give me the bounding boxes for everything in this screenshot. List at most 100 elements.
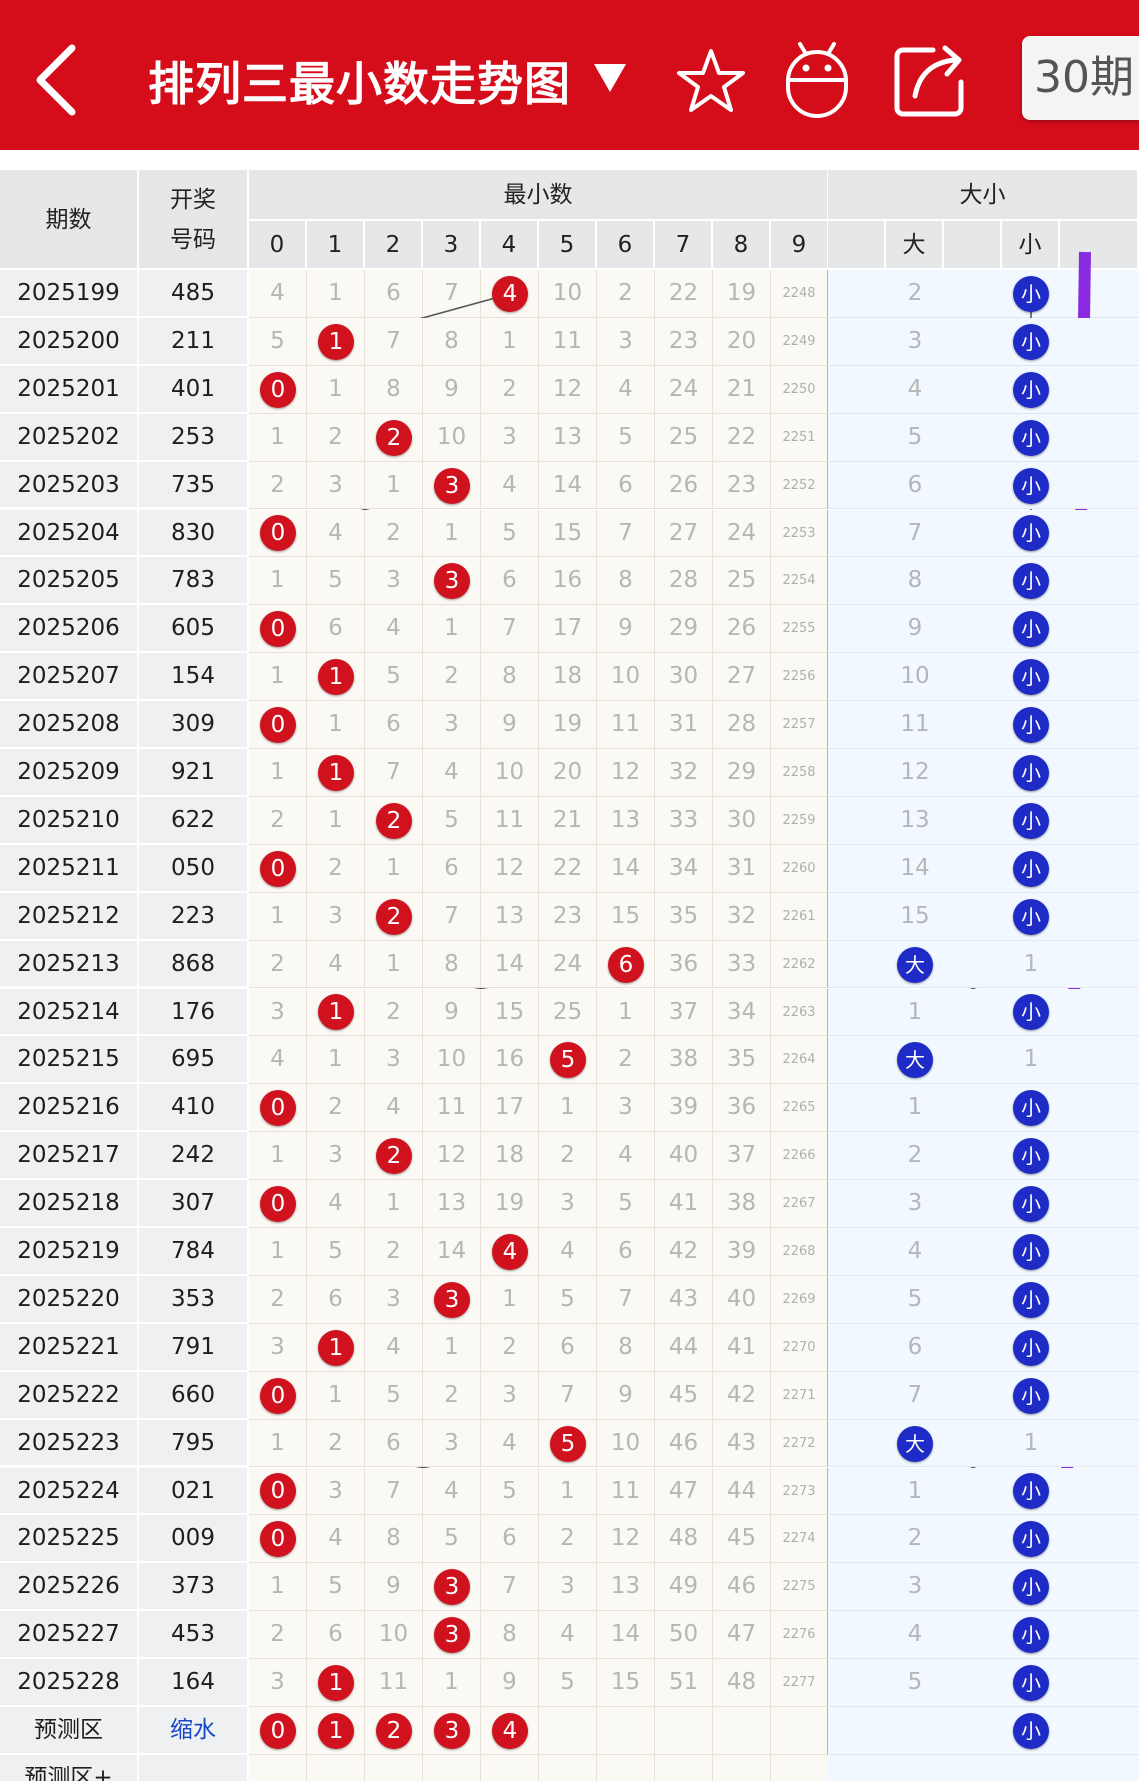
share-export-icon[interactable] — [893, 42, 969, 118]
omission-cell-1: 1 — [307, 365, 365, 414]
omission-cell-8: 42 — [713, 1371, 771, 1420]
prediction-cell-8[interactable] — [713, 1707, 771, 1755]
prediction-ball[interactable]: 2 — [376, 1712, 412, 1749]
omission-cell-4: 4 — [481, 1419, 539, 1468]
omission-cell-1: 2 — [307, 1419, 365, 1468]
omission-cell-7: 30 — [655, 653, 713, 702]
omission-cell-7: 34 — [655, 844, 713, 893]
omission-cell-7: 32 — [655, 749, 713, 797]
prediction-shrink-link[interactable]: 缩水 — [139, 1707, 249, 1755]
omission-cell-2: 7 — [365, 317, 423, 366]
min-number-ball: 1 — [318, 1329, 354, 1366]
issue-number-cell: 2025201 — [0, 365, 139, 414]
omission-cell-0: 2 — [249, 1275, 307, 1324]
big-count-cell: 5 — [886, 1659, 944, 1707]
big-count-cell: 1 — [886, 1467, 944, 1516]
omission-cell-5: 10 — [539, 270, 597, 318]
prediction-plus-cell-2[interactable] — [365, 1754, 423, 1781]
omission-cell-4: 8 — [481, 653, 539, 702]
size-spacer-cell — [828, 461, 886, 510]
prediction-plus-cell-0[interactable] — [249, 1754, 307, 1781]
omission-cell-6: 4 — [597, 365, 655, 414]
omission-cell-0: 4 — [249, 1036, 307, 1085]
small-ball: 小 — [1013, 1665, 1049, 1702]
size-spacer-cell — [944, 844, 1002, 893]
omission-cell-4: 1 — [481, 317, 539, 366]
prediction-ball[interactable]: 0 — [260, 1712, 296, 1749]
prediction-ball[interactable]: 1 — [318, 1712, 354, 1749]
prediction-plus-cell-3[interactable] — [423, 1754, 481, 1781]
omission-cell-7: 33 — [655, 796, 713, 845]
omission-cell-5: 2 — [539, 1132, 597, 1181]
omission-cell-7: 48 — [655, 1515, 713, 1564]
page-title[interactable]: 排列三最小数走势图 — [148, 57, 571, 111]
omission-cell-9: 2262 — [771, 940, 829, 989]
size-spacer-cell — [944, 988, 1002, 1037]
prediction-cell-6[interactable] — [597, 1707, 655, 1755]
omission-cell-5: 2 — [539, 1515, 597, 1564]
omission-cell-7: 40 — [655, 1132, 713, 1181]
omission-cell-6: 12 — [597, 1515, 655, 1564]
dropdown-triangle-icon[interactable] — [592, 62, 628, 94]
omission-cell-9: 2269 — [771, 1275, 829, 1324]
omission-cell-4: 7 — [481, 605, 539, 654]
omission-cell-5: 4 — [539, 1611, 597, 1660]
prediction-plus-cell-9[interactable] — [771, 1754, 829, 1781]
draw-number-cell: 795 — [139, 1419, 249, 1468]
prediction-plus-cell-4[interactable] — [481, 1754, 539, 1781]
size-spacer-cell — [1060, 557, 1139, 606]
omission-cell-8: 25 — [713, 557, 771, 606]
back-arrow-icon[interactable] — [28, 40, 88, 120]
small-ball: 小 — [1013, 994, 1049, 1031]
issue-number-cell: 2025213 — [0, 940, 139, 989]
big-count-cell: 7 — [886, 1371, 944, 1420]
omission-cell-2: 3 — [365, 1275, 423, 1324]
omission-cell-3: 3 — [423, 1419, 481, 1468]
omission-cell-9: 2275 — [771, 1563, 829, 1612]
prediction-plus-cell-6[interactable] — [597, 1754, 655, 1781]
omission-cell-6: 15 — [597, 892, 655, 941]
omission-cell-2: 6 — [365, 270, 423, 318]
prediction-plus-cell-1[interactable] — [307, 1754, 365, 1781]
omission-cell-6: 4 — [597, 1132, 655, 1181]
size-spacer-cell — [828, 1371, 886, 1420]
prediction-plus-cell-5[interactable] — [539, 1754, 597, 1781]
prediction-cell-9[interactable] — [771, 1707, 829, 1755]
omission-cell-8: 19 — [713, 270, 771, 318]
omission-cell-5: 15 — [539, 509, 597, 558]
omission-cell-3: 2 — [423, 1371, 481, 1420]
draw-number-cell: 223 — [139, 892, 249, 941]
size-spacer-cell — [1060, 988, 1139, 1037]
big-count-cell: 5 — [886, 1275, 944, 1324]
prediction-plus-cell-8[interactable] — [713, 1754, 771, 1781]
small-ball: 小 — [1013, 515, 1049, 552]
omission-cell-2: 3 — [365, 557, 423, 606]
omission-cell-5: 5 — [539, 1275, 597, 1324]
min-number-ball: 1 — [318, 659, 354, 696]
period-selector-button[interactable]: 30期 — [1022, 36, 1139, 120]
omission-cell-4: 3 — [481, 413, 539, 462]
omission-cell-7: 36 — [655, 940, 713, 989]
prediction-ball[interactable]: 3 — [434, 1712, 470, 1749]
omission-cell-9: 2258 — [771, 749, 829, 797]
big-count-cell: 12 — [886, 749, 944, 797]
prediction-cell-5[interactable] — [539, 1707, 597, 1755]
omission-cell-9: 2249 — [771, 317, 829, 366]
issue-number-cell: 2025228 — [0, 1659, 139, 1707]
size-header-blank-2 — [944, 221, 1002, 270]
omission-cell-6: 2 — [597, 270, 655, 318]
size-spacer-cell — [1060, 413, 1139, 462]
prediction-cell-7[interactable] — [655, 1707, 713, 1755]
omission-cell-9: 2255 — [771, 605, 829, 654]
star-favorite-icon[interactable] — [676, 46, 746, 116]
size-spacer-cell — [1060, 317, 1139, 366]
size-spacer-cell — [944, 1515, 1002, 1564]
omission-cell-4: 3 — [481, 1371, 539, 1420]
android-robot-icon[interactable] — [782, 40, 852, 120]
prediction-plus-cell-7[interactable] — [655, 1754, 713, 1781]
omission-cell-4: 14 — [481, 940, 539, 989]
small-ball: 小 — [1013, 1521, 1049, 1558]
digit-header-6: 6 — [597, 221, 655, 270]
prediction-ball[interactable]: 4 — [492, 1712, 528, 1749]
omission-cell-8: 33 — [713, 940, 771, 989]
